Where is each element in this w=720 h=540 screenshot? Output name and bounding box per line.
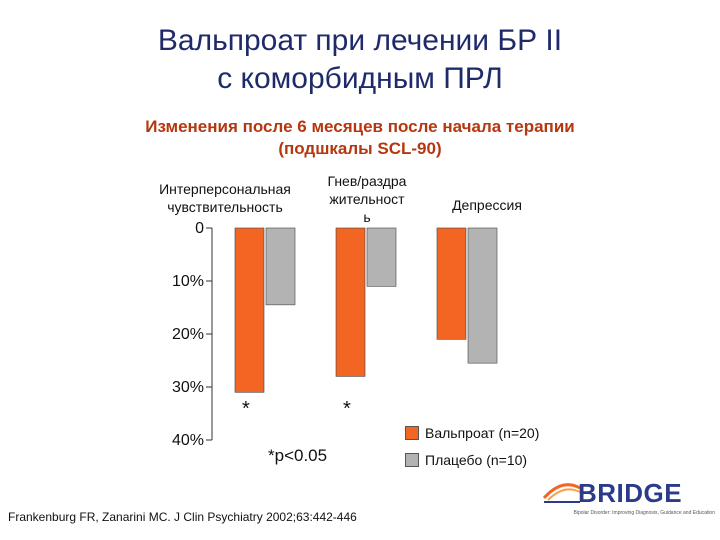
y-tick-label: 40% <box>172 432 204 449</box>
bar-placebo <box>265 227 296 306</box>
bar-placebo <box>467 227 498 364</box>
logo-text: BRIDGE <box>578 478 683 508</box>
legend: Вальпроат (n=20) Плацебо (n=10) <box>405 424 539 478</box>
bar-valproate <box>335 227 366 377</box>
bar-placebo <box>366 227 397 287</box>
bar-valproate <box>234 227 265 393</box>
subtitle-line-2: (подшкалы SCL-90) <box>278 139 442 158</box>
category-label: Гнев/раздра жительност ь <box>312 172 422 226</box>
category-label-line: Интерперсональная <box>159 181 291 197</box>
title-line-2: с коморбидным ПРЛ <box>217 62 503 95</box>
legend-label-placebo: Плацебо (n=10) <box>425 452 528 468</box>
y-tick-label: 0 <box>195 220 204 237</box>
category-label-line: Гнев/раздра <box>327 173 407 189</box>
title-line-1: Вальпроат при лечении БР II <box>157 24 563 57</box>
citation: Frankenburg FR, Zanarini MC. J Clin Psyc… <box>8 510 357 524</box>
logo-tagline: Bipolar Disorder: Improving Diagnosis, G… <box>573 510 715 516</box>
y-tick-label: 20% <box>172 326 204 343</box>
bridge-logo: BRIDGE Bipolar Disorder: Improving Diagn… <box>540 474 715 524</box>
category-label-line: ь <box>363 209 371 225</box>
category-label-line: жительност <box>329 191 405 207</box>
category-label-line: Депрессия <box>452 197 522 213</box>
legend-item-placebo: Плацебо (n=10) <box>405 451 539 469</box>
category-label: Интерперсональная чувствительность <box>140 180 310 216</box>
category-label: Депрессия <box>432 196 542 214</box>
legend-swatch-placebo <box>405 453 419 467</box>
legend-item-valproate: Вальпроат (n=20) <box>405 424 539 442</box>
y-tick-label: 30% <box>172 379 204 396</box>
y-tick-label: 10% <box>172 273 204 290</box>
bridge-arc-icon <box>542 483 581 503</box>
category-label-line: чувствительность <box>167 199 283 215</box>
significance-marker: * <box>343 398 351 420</box>
chart-subtitle: Изменения после 6 месяцев после начала т… <box>0 116 720 160</box>
legend-label-valproate: Вальпроат (n=20) <box>425 425 540 441</box>
significance-marker: * <box>242 398 250 420</box>
legend-swatch-valproate <box>405 426 419 440</box>
significance-note: *p<0.05 <box>268 446 328 465</box>
slide-title: Вальпроат при лечении БР II с коморбидны… <box>0 22 720 98</box>
bar-valproate <box>436 227 467 340</box>
subtitle-line-1: Изменения после 6 месяцев после начала т… <box>145 117 575 136</box>
